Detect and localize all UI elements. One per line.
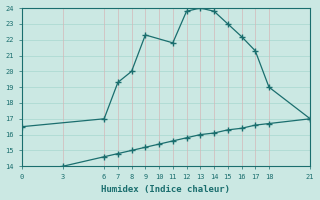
X-axis label: Humidex (Indice chaleur): Humidex (Indice chaleur): [101, 185, 230, 194]
